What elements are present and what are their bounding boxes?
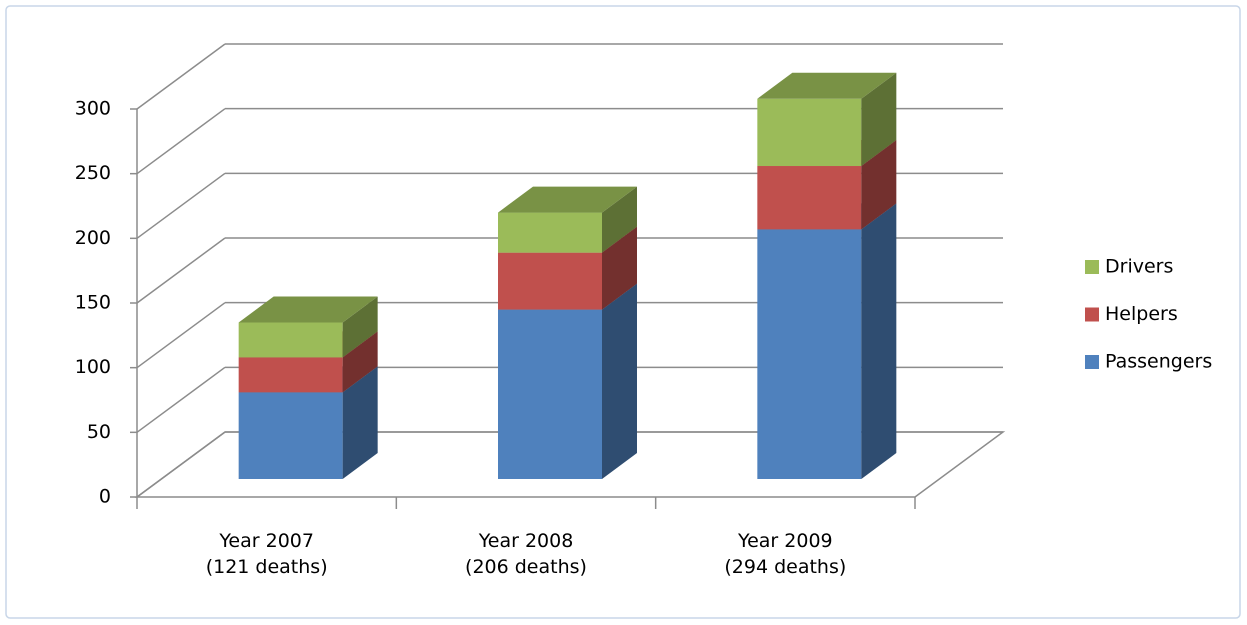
bar-side xyxy=(342,366,378,479)
bar-segment xyxy=(498,252,602,310)
grid-line-side xyxy=(136,108,226,175)
y-tick-label: 200 xyxy=(75,227,111,249)
bar-segment xyxy=(498,309,602,479)
bar-side xyxy=(861,203,897,480)
bar-side xyxy=(602,283,637,479)
y-tick-label: 300 xyxy=(75,98,111,120)
bar-top xyxy=(238,296,378,323)
bar-segment xyxy=(238,357,343,393)
bar-side xyxy=(602,186,637,253)
legend-label: Drivers xyxy=(1105,256,1173,278)
x-tick-label: Year 2009 (294 deaths) xyxy=(724,530,847,578)
legend-swatch xyxy=(1085,307,1099,322)
legend-label: Passengers xyxy=(1105,351,1212,373)
y-tick-label: 250 xyxy=(75,162,111,184)
x-tick-label: Year 2008 (206 deaths) xyxy=(465,530,587,578)
bar-top xyxy=(757,72,897,99)
y-tick-label: 0 xyxy=(99,486,111,508)
grid-line-side xyxy=(136,43,226,110)
bar-segment xyxy=(757,166,862,230)
bar-segment xyxy=(238,392,343,479)
bar-segment xyxy=(757,98,862,167)
y-tick-label: 100 xyxy=(75,356,111,378)
legend-swatch xyxy=(1085,260,1099,274)
bar-segment xyxy=(238,322,343,358)
bar-side xyxy=(861,72,897,167)
legend-label: Helpers xyxy=(1105,303,1178,325)
bar-segment xyxy=(498,212,602,253)
y-tick-label: 150 xyxy=(75,292,111,314)
bar-segment xyxy=(757,229,862,479)
grid-line-side xyxy=(136,172,226,239)
bar-side xyxy=(342,296,378,358)
bar-side xyxy=(342,331,378,393)
bar-top xyxy=(498,186,637,213)
grid-line-side xyxy=(136,302,226,369)
bar-side xyxy=(861,140,897,230)
grid-line-side xyxy=(136,237,226,304)
legend-swatch xyxy=(1085,355,1099,369)
grid-line-side xyxy=(136,366,226,433)
grid-line-side xyxy=(136,431,226,498)
x-tick-label: Year 2007 (121 deaths) xyxy=(205,530,328,578)
bar-side xyxy=(602,226,637,310)
y-tick-label: 50 xyxy=(87,421,111,443)
